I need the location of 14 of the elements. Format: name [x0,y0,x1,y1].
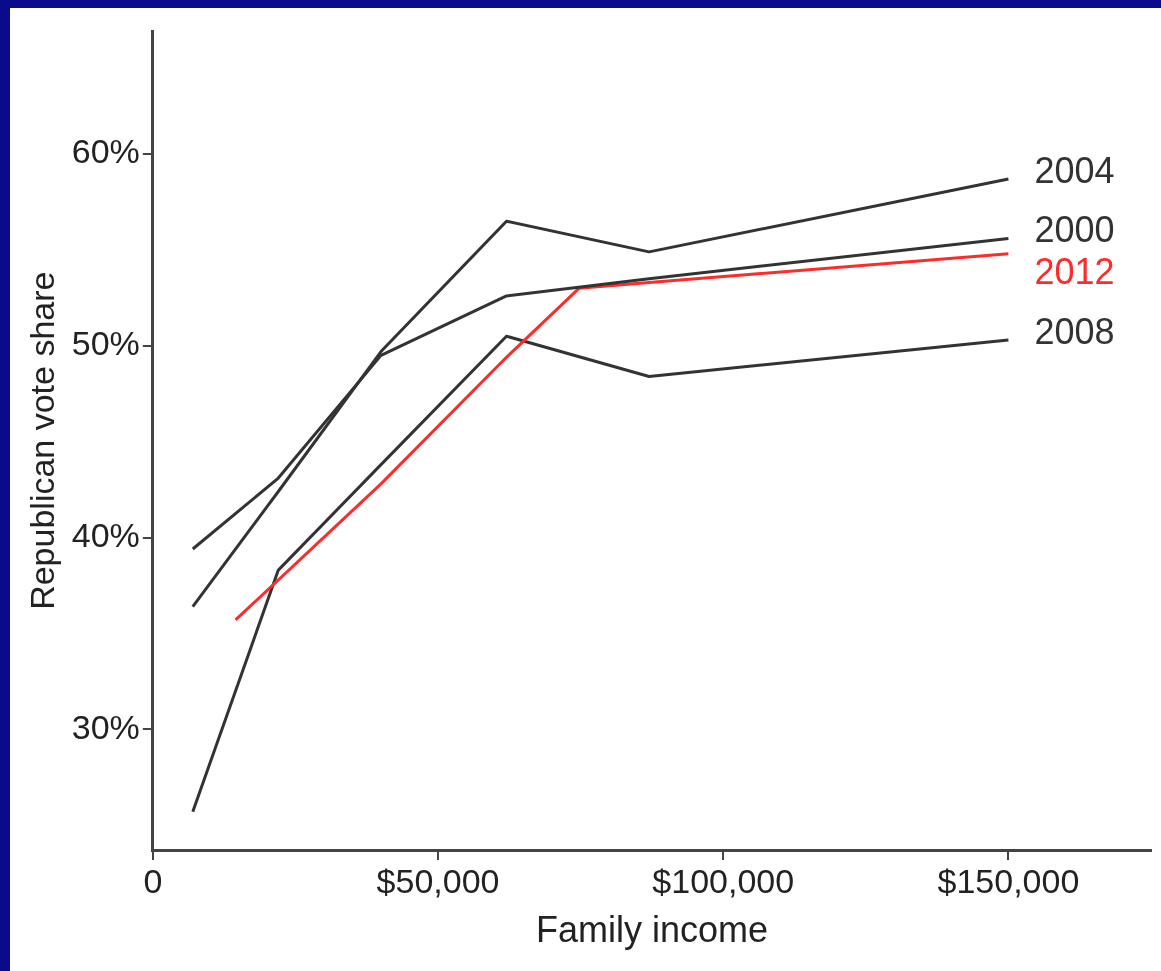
y-axis-title: Republican vote share [22,271,61,610]
x-tick-label: 0 [143,861,163,900]
y-tick-label: 30% [71,707,140,746]
y-tick-label: 60% [71,132,140,171]
x-axis-title: Family income [535,909,768,951]
x-tick-label: $50,000 [376,861,500,900]
series-label: 2004 [1034,149,1115,191]
series-label: 2012 [1034,251,1115,293]
y-tick-label: 40% [71,515,140,554]
x-tick-label: $100,000 [652,861,795,900]
series-label: 2000 [1034,209,1115,251]
x-tick-label: $150,000 [937,861,1080,900]
series-label: 2008 [1034,310,1115,352]
y-tick-label: 50% [71,324,140,363]
